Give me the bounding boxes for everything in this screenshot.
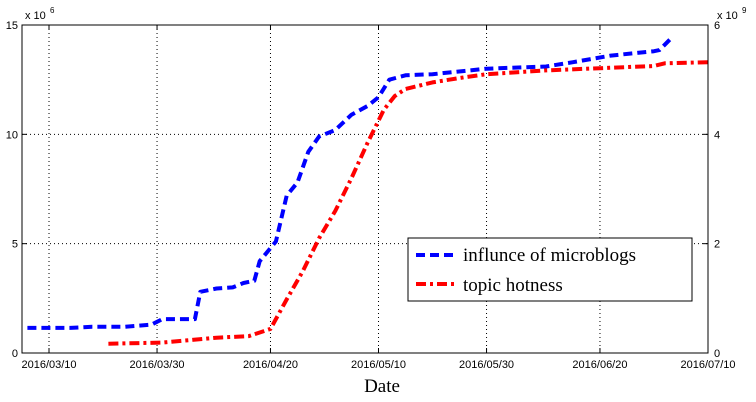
x-tick-label: 2016/05/30 — [459, 359, 514, 371]
legend: influnce of microblogs topic hotness — [407, 237, 693, 302]
y-left-tick-label: 15 — [6, 20, 18, 32]
y-right-tick-label: 4 — [714, 129, 720, 141]
y-left-tick-label: 5 — [12, 239, 18, 251]
left-axis-exponent: 6 — [50, 6, 55, 15]
legend-box — [407, 237, 693, 302]
x-tick-label: 2016/04/20 — [243, 359, 298, 371]
y-right-tick-label: 2 — [714, 239, 720, 251]
grid-lines — [22, 25, 708, 353]
y-right-tick-label: 0 — [714, 348, 720, 360]
y-left-tick-label: 10 — [6, 129, 18, 141]
left-axis-multiplier: x 10 — [25, 10, 46, 22]
plot-frame — [21, 24, 709, 354]
x-tick-label: 2016/07/10 — [680, 359, 735, 371]
series-line-topic-hotness — [108, 60, 709, 346]
x-tick-label: 2016/06/20 — [572, 359, 627, 371]
x-tick-label: 2016/03/10 — [21, 359, 76, 371]
series-line-microblogs — [27, 37, 672, 330]
x-tick-label: 2016/03/30 — [130, 359, 185, 371]
x-tick-label: 2016/05/10 — [351, 359, 406, 371]
x-axis-label: Date — [364, 376, 400, 397]
axis-ticks: 2016/03/10 2016/03/30 2016/04/20 2016/05/10… — [6, 20, 736, 371]
right-axis-exponent: 9 — [742, 6, 747, 15]
right-axis-multiplier: x 10 — [717, 10, 738, 22]
series-lines — [27, 37, 709, 346]
y-left-tick-label: 0 — [12, 348, 18, 360]
y-right-tick-label: 6 — [714, 20, 720, 32]
legend-label-topic-hotness: topic hotness — [463, 275, 563, 296]
legend-label-microblogs: influnce of microblogs — [463, 245, 636, 266]
